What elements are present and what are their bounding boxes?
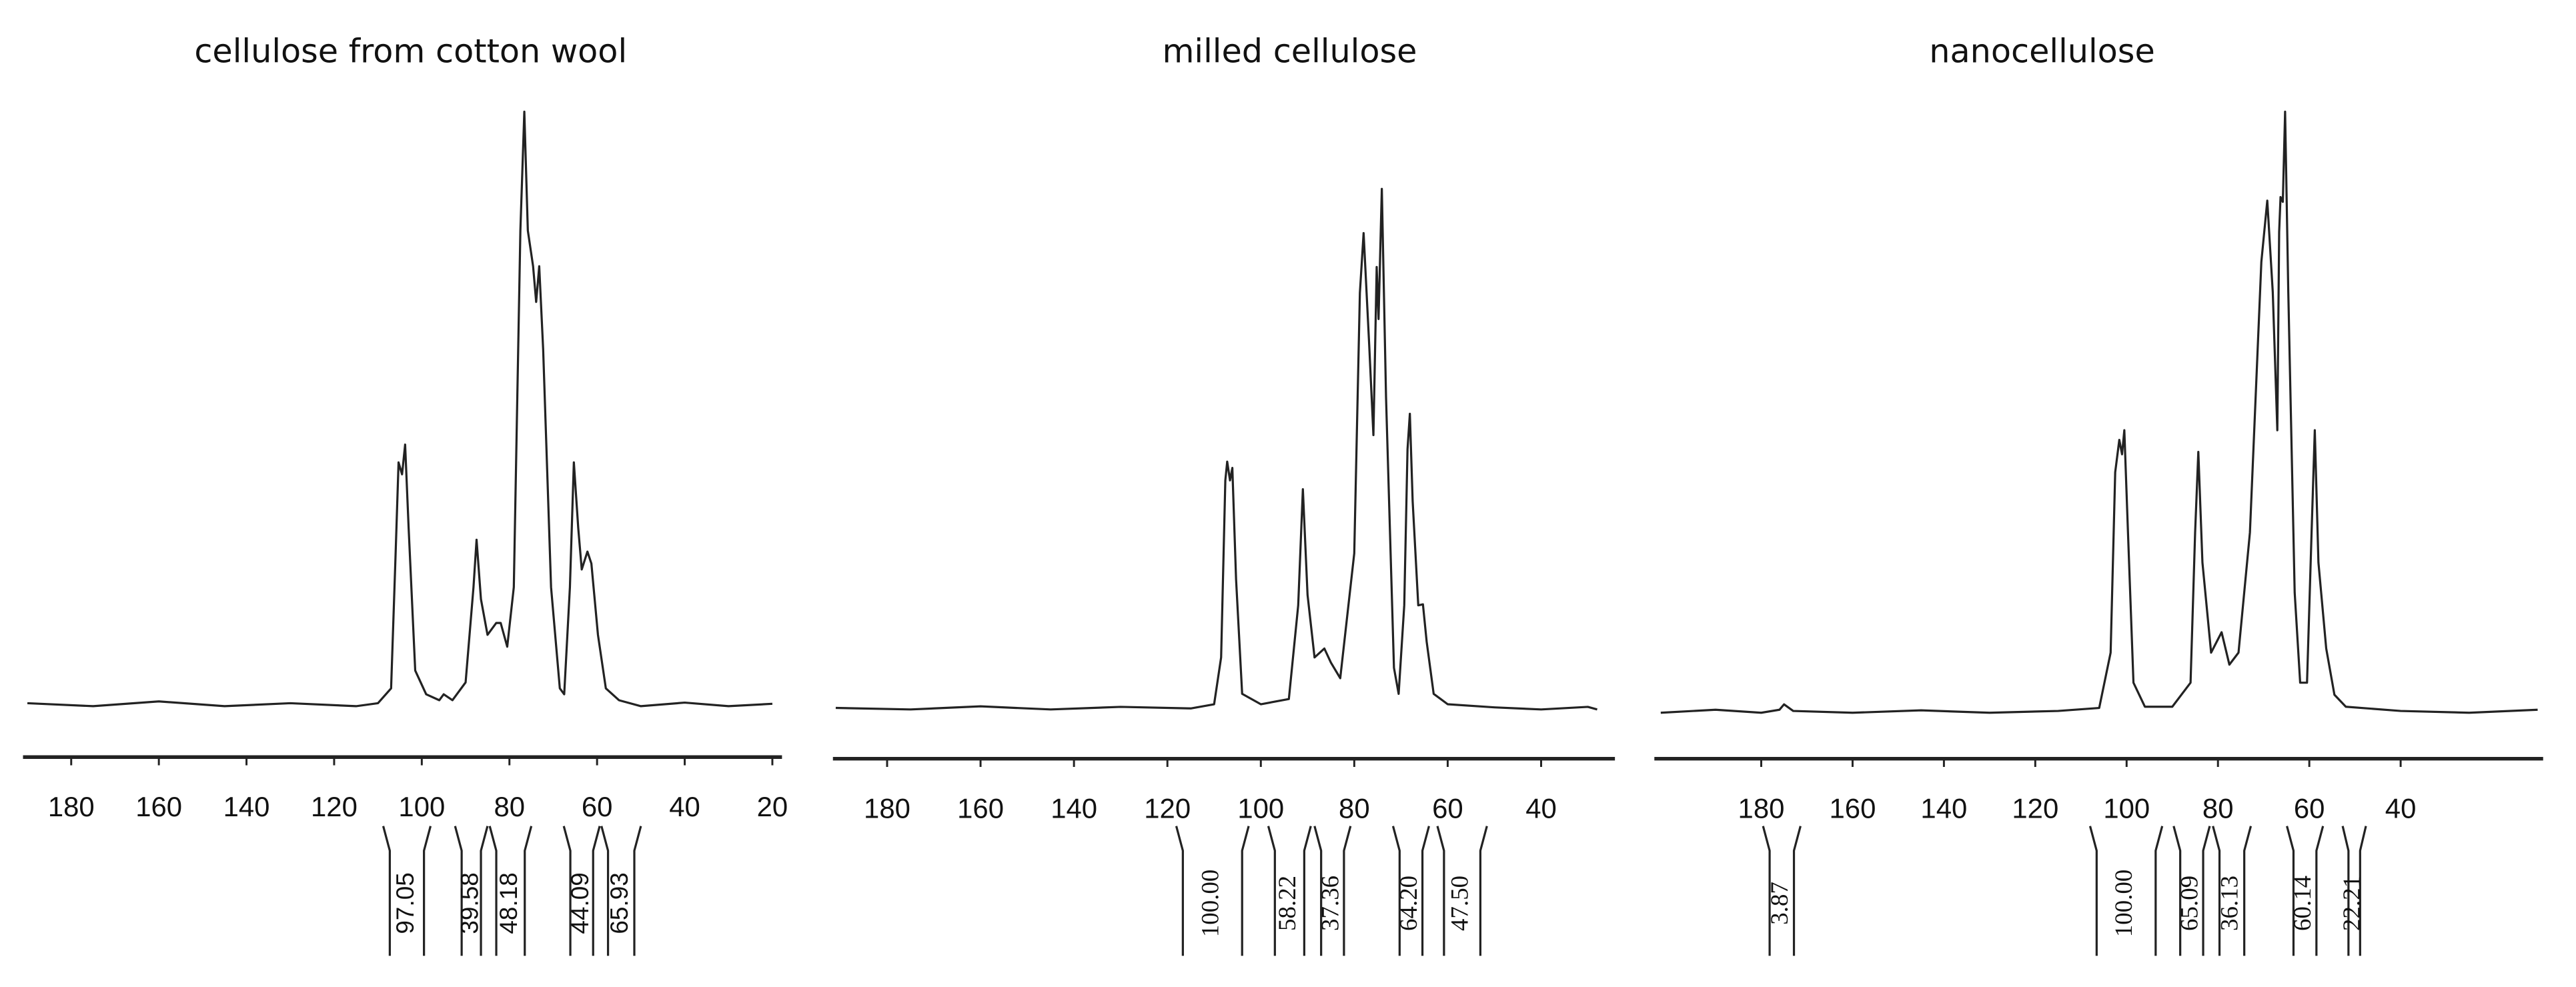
x-tick-label: 40 [669,791,700,822]
integral-label: 3.87 [1766,882,1793,925]
integral-bracket [1762,826,1802,956]
x-tick-label: 100 [398,791,445,822]
x-tick-label: 60 [1432,792,1463,824]
integral-bracket [2341,826,2367,956]
x-tick-label: 180 [48,791,95,822]
integral-bracket [2286,826,2325,956]
integral-bracket [1175,826,1250,956]
x-tick-label: 140 [223,791,270,822]
integral-bracket [1313,826,1352,956]
integral-label: 64.20 [1395,876,1422,931]
integral-bracket [1267,826,1312,956]
integral-label: 44.09 [566,872,594,934]
integral-label: 97.05 [392,872,419,934]
integral-bracket [2172,826,2211,956]
integral-bracket [454,826,489,956]
integral-label: 58.22 [1273,876,1301,931]
x-tick-label: 140 [1051,792,1097,824]
x-tick-label: 20 [757,791,788,822]
integral-label: 60.14 [2289,876,2316,931]
x-tick-label: 180 [1738,792,1785,824]
integral-label: 100.00 [2110,870,2137,938]
integral-bracket [2088,826,2164,956]
x-tick-label: 60 [582,791,613,822]
chart-title: milled cellulose [1162,32,1417,71]
x-tick-label: 160 [957,792,1004,824]
integral-bracket [2212,826,2252,956]
integral-label: 48.18 [495,872,522,934]
x-tick-label: 160 [135,791,182,822]
x-tick-label: 100 [2103,792,2150,824]
integral-label: 39.58 [456,872,483,934]
integral-label: 22.21 [2338,876,2365,931]
integral-bracket [600,826,642,956]
x-tick-label: 40 [2385,792,2417,824]
chart-title: nanocellulose [1929,32,2155,71]
spectrum-line [835,187,1597,711]
chart-title: cellulose from cotton wool [194,32,627,71]
x-tick-label: 80 [1339,792,1370,824]
x-tick-label: 140 [1920,792,1967,824]
x-tick-label: 80 [494,791,525,822]
integral-bracket [1391,826,1430,956]
integral-label: 65.93 [606,872,633,934]
integral-label: 36.13 [2216,876,2243,931]
x-tick-label: 40 [1525,792,1557,824]
x-tick-label: 120 [2012,792,2058,824]
integral-label: 47.50 [1446,876,1473,931]
x-tick-label: 120 [311,791,358,822]
integral-label: 100.00 [1196,870,1223,938]
integral-bracket [1436,826,1488,956]
x-tick-label: 180 [864,792,910,824]
x-tick-label: 80 [2202,792,2234,824]
integral-label: 65.09 [2175,876,2202,931]
integral-bracket [382,826,432,956]
x-tick-label: 100 [1237,792,1284,824]
integral-bracket [488,826,533,956]
integral-bracket [562,826,601,956]
x-tick-label: 160 [1830,792,1876,824]
x-tick-label: 120 [1144,792,1191,824]
x-tick-label: 60 [2294,792,2325,824]
integral-label: 37.36 [1316,876,1343,931]
spectrum-line [27,110,773,708]
spectrum-line [1660,110,2538,714]
